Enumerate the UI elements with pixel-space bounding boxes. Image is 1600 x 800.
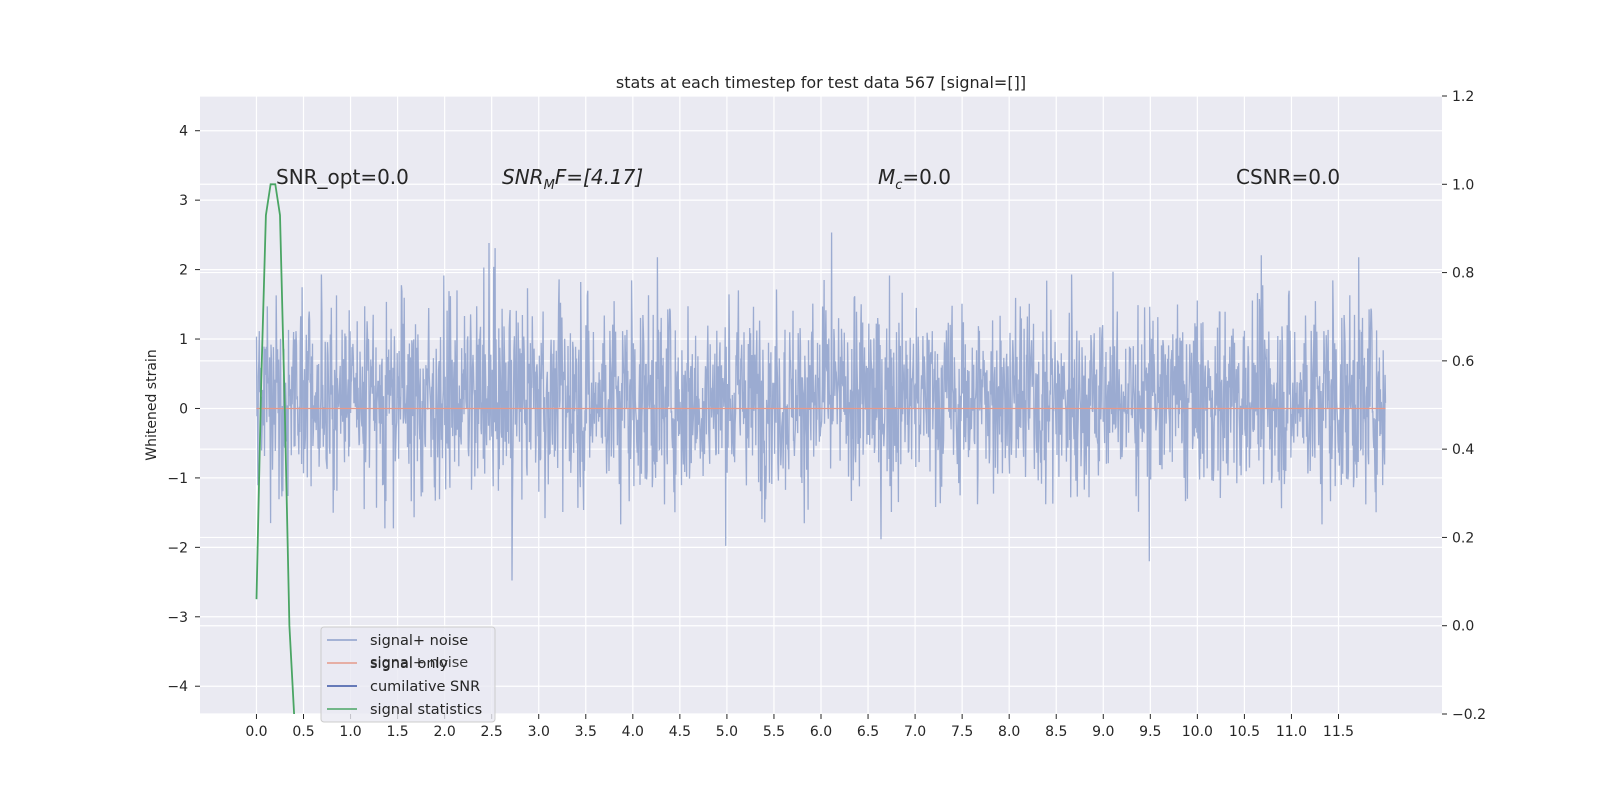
- y-tick-label: 0: [179, 401, 188, 417]
- y2-tick-label: 0.6: [1452, 354, 1474, 370]
- x-tick-label: 4.0: [622, 724, 644, 740]
- x-tick-label: 8.0: [998, 724, 1020, 740]
- annotation-mc: Mc=0.0: [878, 165, 951, 193]
- x-tick-label: 0.5: [292, 724, 314, 740]
- chart-title: stats at each timestep for test data 567…: [616, 73, 1026, 92]
- legend-box: [320, 626, 496, 723]
- series-line-signal-noise: [255, 232, 1387, 581]
- legend: signal+ noise signal+ noise signal only …: [320, 626, 496, 723]
- y-axis-label: Whitened strain: [144, 349, 160, 460]
- legend-label-cumulative-snr: cumilative SNR: [370, 679, 480, 695]
- y2-tick-label: 0.8: [1452, 266, 1474, 282]
- x-tick-label: 5.5: [763, 724, 785, 740]
- y-tick-label: 3: [179, 193, 188, 209]
- y-tick-label: −3: [167, 610, 188, 626]
- x-tick-label: 11.5: [1323, 724, 1354, 740]
- y-tick-label: 4: [179, 124, 188, 140]
- x-tick-label: 9.0: [1092, 724, 1114, 740]
- annotation-snr-mf: SNRMF=[4.17]: [502, 165, 643, 193]
- right-axis-ticks: 1.2 1.0 0.8 0.6 0.4 0.2 0.0 −0.2: [1442, 89, 1486, 723]
- y2-tick-label: 1.0: [1452, 177, 1474, 193]
- x-tick-label: 2.0: [434, 724, 456, 740]
- y-tick-label: 1: [179, 332, 188, 348]
- y-tick-label: −1: [167, 471, 188, 487]
- x-tick-label: 8.5: [1045, 724, 1067, 740]
- x-tick-label: 1.0: [339, 724, 361, 740]
- y2-tick-label: 0.4: [1452, 442, 1474, 458]
- legend-label-signal-statistics: signal statistics: [370, 702, 482, 718]
- x-tick-label: 10.0: [1182, 724, 1213, 740]
- y-tick-label: −2: [167, 540, 188, 556]
- y-tick-label: −4: [167, 679, 188, 695]
- legend-label-signal-only: signal only: [370, 656, 449, 672]
- legend-label-signal-noise: signal+ noise: [370, 633, 468, 649]
- x-tick-label: 6.5: [857, 724, 879, 740]
- x-axis-ticks: 0.0 0.5 1.0 1.5 2.0 2.5 3.0 3.5 4.0 4.5 5.0 5.5 6.0 6…: [245, 714, 1354, 740]
- x-tick-label: 1.5: [386, 724, 408, 740]
- annotation-csnr: CSNR=0.0: [1236, 165, 1340, 189]
- y-tick-label: 2: [179, 263, 188, 279]
- series-signal-statistics: [255, 183, 295, 715]
- grid-y: [200, 95, 1442, 715]
- y-axis-ticks: 4 3 2 1 0 −1 −2 −3 −4: [167, 124, 200, 695]
- y2-tick-label: 0.2: [1452, 530, 1474, 546]
- x-tick-label: 0.0: [245, 724, 267, 740]
- x-tick-label: 2.5: [481, 724, 503, 740]
- y2-tick-label: 0.0: [1452, 619, 1474, 635]
- series-signal-noise: [255, 232, 1387, 581]
- legend-ghost-text: signal+ noise: [370, 655, 468, 671]
- x-tick-label: 3.5: [575, 724, 597, 740]
- series-line-signal-statistics: [255, 183, 295, 715]
- x-tick-label: 9.5: [1139, 724, 1161, 740]
- x-tick-label: 5.0: [716, 724, 738, 740]
- x-tick-label: 3.0: [528, 724, 550, 740]
- x-tick-label: 7.0: [904, 724, 926, 740]
- y2-tick-label: −0.2: [1452, 707, 1486, 723]
- x-tick-label: 7.5: [951, 724, 973, 740]
- x-tick-label: 6.0: [810, 724, 832, 740]
- x-tick-label: 10.5: [1229, 724, 1260, 740]
- x-tick-label: 4.5: [669, 724, 691, 740]
- x-tick-label: 11.0: [1276, 724, 1307, 740]
- annotation-snr-opt: SNR_opt=0.0: [276, 165, 409, 189]
- y2-tick-label: 1.2: [1452, 89, 1474, 105]
